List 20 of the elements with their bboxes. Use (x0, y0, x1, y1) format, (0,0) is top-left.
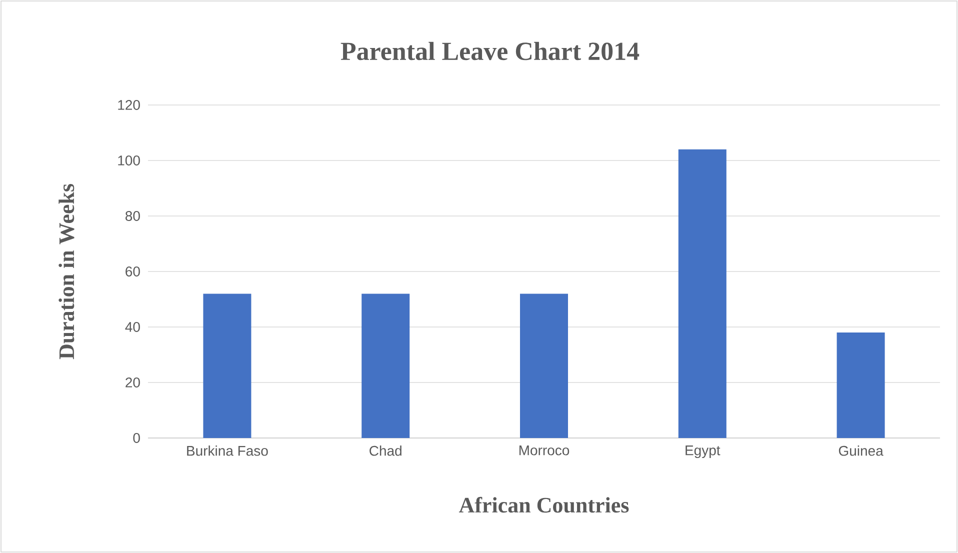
chart-title: Parental Leave Chart 2014 (340, 42, 640, 60)
y-tick-label: 0 (133, 433, 140, 443)
y-tick-label: 80 (126, 211, 140, 221)
x-tick-label: Burkina Faso (187, 446, 268, 456)
y-tick-label: 60 (126, 266, 140, 276)
y-tick-label: 20 (126, 378, 140, 388)
x-tick-label: Guinea (838, 446, 884, 456)
x-axis-title: African Countries (458, 496, 629, 513)
y-tick-label: 100 (118, 156, 140, 166)
y-tick-label: 40 (125, 322, 140, 332)
x-tick-label: Egypt (686, 446, 720, 458)
x-tick-label: Chad (370, 446, 402, 456)
bar (678, 149, 726, 438)
bar (836, 332, 885, 438)
x-tick-label: Morroco (519, 446, 570, 456)
bar (203, 294, 252, 438)
y-axis-title: Duration in Weeks (58, 184, 74, 360)
bar (520, 294, 568, 438)
y-tick-label: 120 (118, 100, 140, 110)
bar (362, 294, 410, 438)
